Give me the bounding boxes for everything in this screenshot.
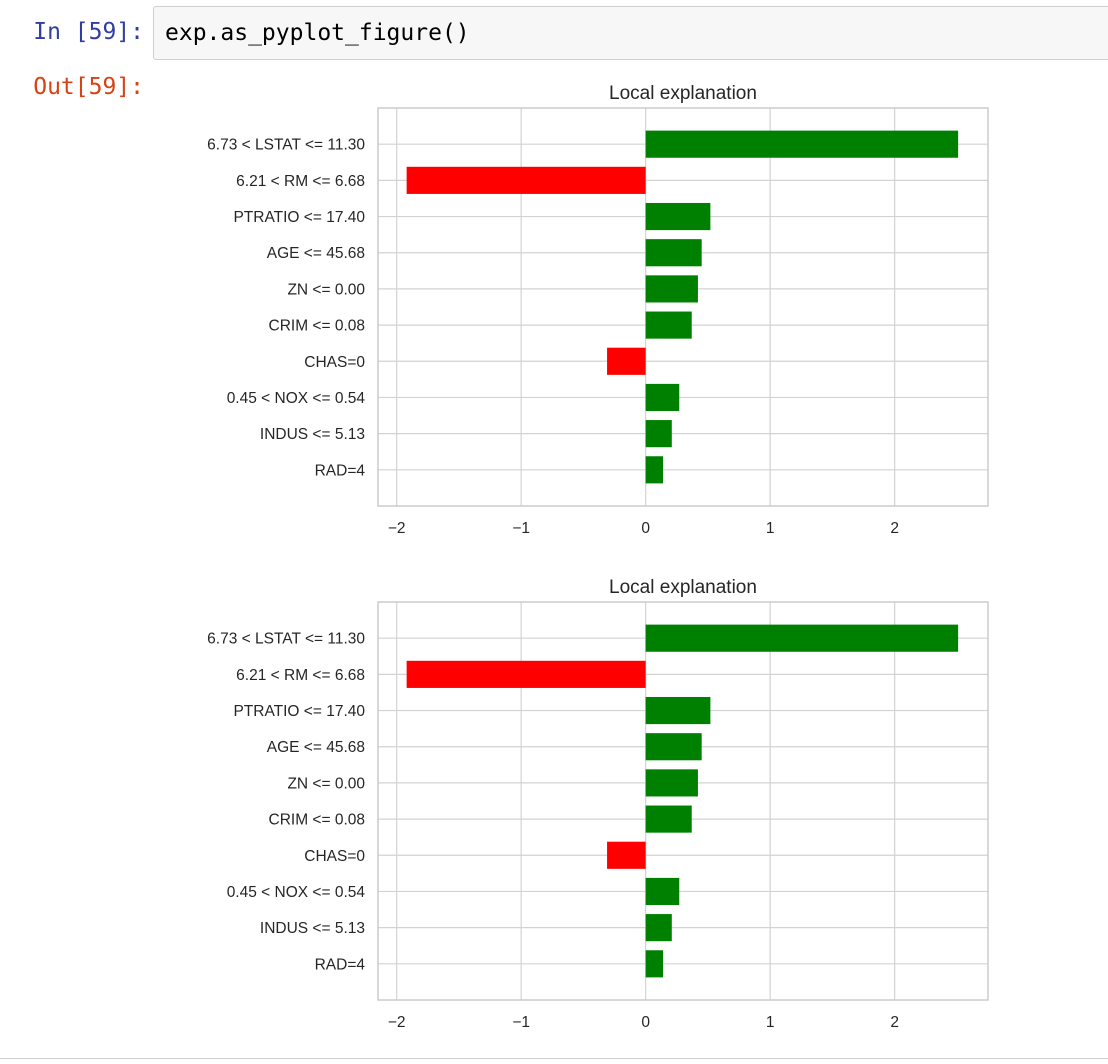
code-input[interactable]: exp.as_pyplot_figure() (153, 6, 1108, 60)
bar (645, 420, 672, 448)
x-tick-label: 0 (641, 520, 650, 537)
y-tick-label: AGE <= 45.68 (267, 245, 365, 262)
y-tick-label: AGE <= 45.68 (267, 739, 365, 756)
y-tick-label: CHAS=0 (304, 354, 365, 371)
bar (406, 660, 646, 688)
y-tick-label: 6.73 < LSTAT <= 11.30 (207, 137, 365, 154)
x-tick-label: 0 (641, 1014, 650, 1031)
chart-title: Local explanation (609, 83, 757, 104)
bar (645, 624, 959, 652)
bar (645, 696, 711, 725)
y-tick-label: ZN <= 0.00 (287, 281, 365, 298)
x-tick-label: 2 (890, 520, 899, 537)
y-tick-label: 6.21 < RM <= 6.68 (236, 667, 365, 684)
bar (645, 311, 692, 339)
bar (645, 202, 711, 231)
input-prompt: In [59]: (33, 19, 144, 45)
bar (645, 456, 664, 484)
x-tick-label: 1 (766, 1014, 775, 1031)
y-tick-label: ZN <= 0.00 (287, 775, 365, 792)
bar (645, 239, 702, 267)
x-tick-label: −2 (388, 1014, 406, 1031)
y-tick-label: CHAS=0 (304, 848, 365, 865)
x-tick-label: −2 (388, 520, 406, 537)
bar (645, 877, 680, 906)
x-tick-label: −1 (512, 1014, 530, 1031)
y-tick-label: 6.73 < LSTAT <= 11.30 (207, 631, 365, 648)
y-tick-label: 0.45 < NOX <= 0.54 (227, 884, 366, 901)
bar (645, 914, 672, 942)
bar (645, 130, 959, 158)
bar (645, 275, 698, 303)
y-tick-label: CRIM <= 0.08 (269, 318, 366, 335)
y-tick-label: CRIM <= 0.08 (269, 812, 366, 829)
bar (607, 841, 646, 869)
bar (645, 769, 698, 797)
local-explanation-chart-2: Local explanation −2 −1 0 1 2 RAD=4 INDUS <= 5.… (207, 577, 989, 1031)
y-tick-label: INDUS <= 5.13 (260, 426, 365, 443)
plot-frame (377, 107, 989, 507)
bar (645, 950, 664, 978)
y-tick-label: PTRATIO <= 17.40 (233, 703, 365, 720)
bar (645, 383, 680, 412)
bar (607, 347, 646, 375)
output-prompt: Out[59]: (33, 74, 144, 100)
chart-title: Local explanation (609, 577, 757, 598)
x-tick-label: 2 (890, 1014, 899, 1031)
y-tick-label: 6.21 < RM <= 6.68 (236, 173, 365, 190)
plot-frame (377, 601, 989, 1001)
y-tick-label: RAD=4 (315, 462, 366, 479)
x-tick-label: 1 (766, 520, 775, 537)
local-explanation-chart-1: Local explanation −2 −1 0 1 2 RAD=4 INDUS <= 5.… (207, 83, 989, 537)
y-tick-label: 0.45 < NOX <= 0.54 (227, 390, 366, 407)
bar (645, 733, 702, 761)
y-tick-label: RAD=4 (315, 956, 366, 973)
y-tick-label: INDUS <= 5.13 (260, 920, 365, 937)
bar (645, 805, 692, 833)
y-tick-label: PTRATIO <= 17.40 (233, 209, 365, 226)
cell-divider (0, 1058, 1108, 1059)
x-tick-label: −1 (512, 520, 530, 537)
bar (406, 166, 646, 194)
